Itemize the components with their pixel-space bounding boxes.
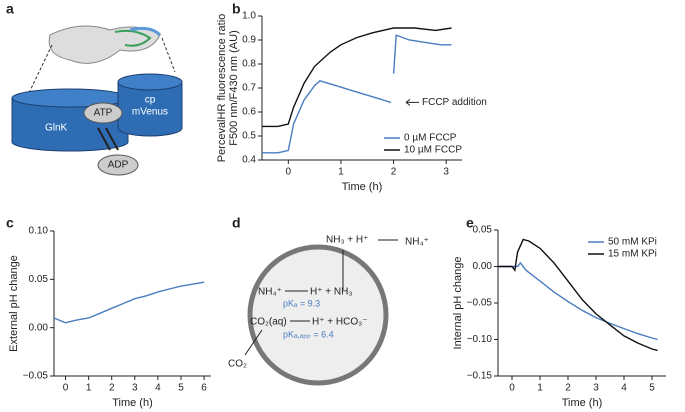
cell (247, 244, 389, 386)
y-tick-label: −0.10 (467, 334, 493, 345)
x-tick-label: 1 (338, 167, 344, 178)
label: pKₐ,ₐₚₚ = 6.4 (283, 329, 334, 339)
label: NH₃ + H⁺ (326, 235, 368, 246)
label: CO₂ (228, 359, 247, 370)
mvenus-top (117, 73, 183, 91)
panel-label: b (232, 1, 241, 17)
x-axis-label: Time (h) (562, 397, 603, 409)
y-tick-label: 0.00 (29, 322, 49, 333)
y-tick-label: 0.05 (29, 274, 49, 285)
diagram-a: GlnK cp mVenus ATP ADP (11, 25, 183, 176)
y-tick-label: −0.05 (467, 298, 493, 309)
y-axis-label: Internal pH change (452, 257, 464, 350)
x-tick-label: 1 (86, 383, 92, 394)
y-axis-label: F500 nm/F430 nm (AU) (228, 30, 240, 146)
x-tick-label: 1 (537, 383, 543, 394)
x-tick-label: 4 (621, 383, 627, 394)
x-tick-label: 3 (593, 383, 599, 394)
x-tick-label: 3 (443, 167, 449, 178)
x-tick-label: 4 (155, 383, 161, 394)
label: cp (145, 95, 156, 106)
x-axis-label: Time (h) (112, 397, 153, 409)
legend-label: 0 µM FCCP (404, 133, 457, 144)
y-tick-label: −0.15 (467, 371, 493, 382)
data-line (498, 238, 658, 352)
x-tick-label: 0 (286, 167, 292, 178)
atp-node (83, 102, 123, 124)
protein-strand (129, 26, 162, 37)
y-tick-label: 1.0 (242, 11, 256, 22)
panel-label: e (466, 215, 474, 231)
y-axis-label: External pH change (8, 255, 20, 352)
guide-line (161, 37, 176, 73)
panel-label: a (6, 1, 14, 17)
arrow (105, 127, 119, 151)
legend-label: 50 mM KPi (608, 237, 657, 248)
y-tick-label: 0.05 (473, 225, 493, 236)
y-tick-label: 0.8 (242, 59, 256, 70)
y-axis-label: PercevalHR fluorescence ratio (216, 14, 228, 163)
y-tick-label: 0.5 (242, 131, 256, 142)
adp-node (97, 154, 139, 176)
label: mVenus (132, 107, 168, 118)
y-tick-label: 0.9 (242, 35, 256, 46)
panel-label: d (232, 215, 241, 231)
legend-label: 10 µM FCCP (404, 145, 462, 156)
label: GlnK (45, 123, 68, 134)
label: NH₄⁺ (258, 287, 282, 298)
x-tick-label: 2 (391, 167, 397, 178)
label: ATP (94, 108, 113, 119)
protein (48, 25, 161, 64)
x-tick-label: 0 (63, 383, 69, 394)
label: H⁺ + NH₃ (310, 287, 352, 298)
x-tick-label: 3 (132, 383, 138, 394)
label: CO₂(aq) (250, 317, 287, 328)
x-axis-label: Time (h) (342, 181, 383, 193)
y-tick-label: 0.10 (29, 226, 49, 237)
panel-label: c (6, 215, 14, 231)
arrow (97, 127, 111, 151)
x-tick-label: 2 (565, 383, 571, 394)
data-line (53, 281, 205, 324)
label: NH₄⁺ (405, 237, 429, 248)
protein-loop (114, 29, 152, 47)
data-line (498, 261, 658, 341)
y-tick-label: 0.4 (242, 155, 256, 166)
y-tick-label: 0.7 (242, 83, 256, 94)
guide-line (27, 44, 53, 96)
diagram-d: NH₃ + H⁺ NH₄⁺ NH₄⁺ H⁺ + NH₃ pKₐ = 9.3 CO… (228, 235, 429, 386)
x-tick-label: 5 (649, 383, 655, 394)
annotation-arrow (405, 99, 419, 106)
x-tick-label: 0 (509, 383, 515, 394)
y-tick-label: 0.6 (242, 107, 256, 118)
arrow (244, 329, 263, 356)
label: ADP (108, 160, 129, 171)
x-tick-label: 5 (178, 383, 184, 394)
data-line (262, 27, 452, 128)
annotation: FCCP addition (422, 97, 487, 108)
data-line (262, 34, 452, 154)
mvenus-cylinder (117, 82, 183, 137)
x-tick-label: 6 (201, 383, 207, 394)
label: pKₐ = 9.3 (283, 298, 320, 308)
y-tick-label: 0.00 (473, 261, 493, 272)
label: H⁺ + HCO₃⁻ (312, 317, 367, 328)
y-tick-label: −0.05 (23, 371, 49, 382)
legend-label: 15 mM KPi (608, 249, 657, 260)
x-tick-label: 2 (109, 383, 115, 394)
